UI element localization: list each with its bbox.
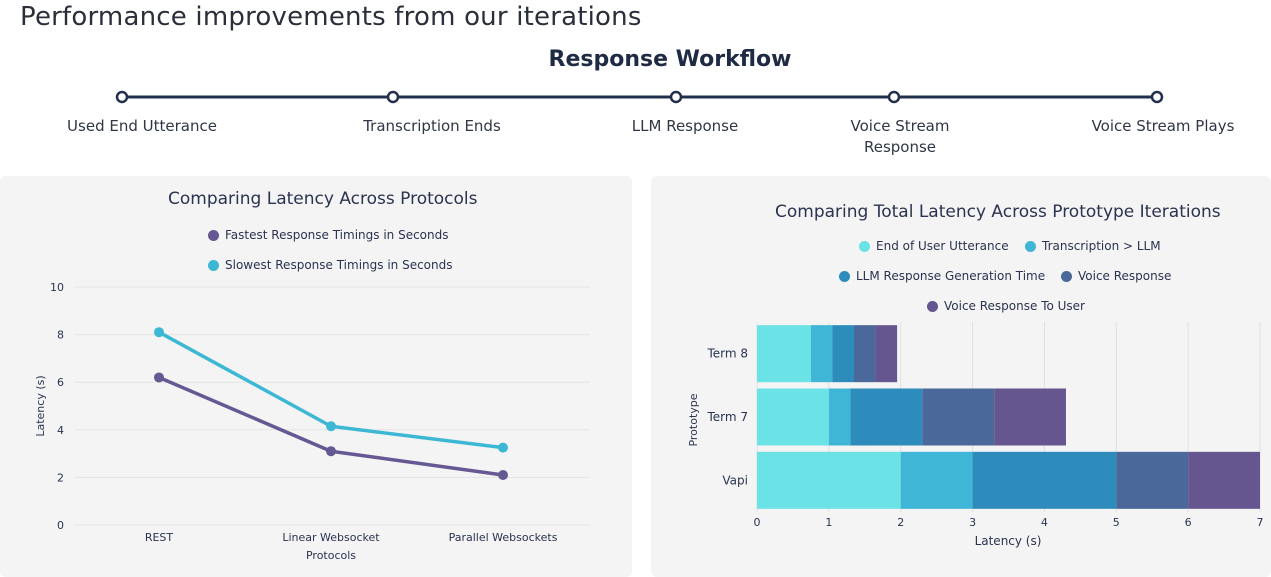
legend-label: Fastest Response Timings in Seconds [225,228,449,242]
workflow-step-transcription-ends: Transcription Ends [363,117,501,135]
bar-segment[interactable] [757,451,901,509]
x-tick-label: REST [145,531,174,544]
workflow-timeline [115,90,1164,104]
y-axis-label: Latency (s) [34,375,47,436]
data-point[interactable] [154,327,164,338]
workflow-step-llm-response: LLM Response [631,117,739,135]
legend-item-slowest[interactable]: Slowest Response Timings in Seconds [208,258,452,272]
y-tick-label: Term 7 [706,410,748,424]
legend-dot-icon [208,259,219,271]
workflow-step-used-end-utterance: Used End Utterance [67,117,217,135]
workflow-node-icon [1150,90,1164,104]
y-tick-label: Term 8 [706,347,748,361]
bar-segment[interactable] [994,388,1066,446]
data-point[interactable] [326,421,336,432]
data-point[interactable] [154,372,164,383]
legend-dot-icon [859,240,870,252]
legend-label: Transcription > LLM [1042,239,1161,253]
y-tick-label: Vapi [722,473,748,487]
bar-segment[interactable] [1116,451,1189,509]
y-tick-label: 0 [57,519,64,532]
legend-label: LLM Response Generation Time [856,269,1046,283]
legend-dot-icon [1025,240,1036,252]
legend-label: Voice Response [1078,269,1172,283]
bar-segment[interactable] [854,325,876,383]
bar-segment[interactable] [832,325,855,383]
x-tick-label: 1 [825,516,832,529]
bar-segment[interactable] [757,325,811,383]
legend-item-fastest[interactable]: Fastest Response Timings in Seconds [208,228,449,242]
bar-segment[interactable] [850,388,923,446]
latency-prototypes-panel: Comparing Total Latency Across Prototype… [651,176,1271,577]
bar-segment[interactable] [810,325,833,383]
legend-item-voice-response[interactable]: Voice Response [1061,269,1171,283]
x-tick-label: 2 [897,516,904,529]
legend-dot-icon [927,300,938,312]
page-title: Performance improvements from our iterat… [20,2,642,32]
y-tick-label: 10 [50,281,64,294]
x-tick-label: 3 [969,516,976,529]
x-tick-label: 4 [1041,516,1048,529]
y-tick-label: 8 [57,329,64,342]
line-chart: 0 2 4 6 8 10 REST Linear Websocket Parallel Webs… [34,281,590,562]
x-tick-label: 6 [1185,516,1192,529]
legend-item-transcription-llm[interactable]: Transcription > LLM [1025,239,1161,253]
workflow-title: Response Workflow [548,47,792,72]
workflow-step-voice-stream-response: Voice Stream Response [850,117,950,156]
workflow-step-voice-stream-plays: Voice Stream Plays [1091,117,1235,135]
y-axis-label: Prototype [687,393,700,446]
legend-dot-icon [1061,270,1072,282]
data-point[interactable] [326,446,336,457]
chart-title: Comparing Total Latency Across Prototype… [775,202,1221,222]
x-tick-label: 5 [1113,516,1120,529]
legend-item-llm-response-generation[interactable]: LLM Response Generation Time [839,269,1045,283]
workflow-node-icon [386,90,400,104]
y-tick-label: 6 [57,376,64,389]
legend-label: Voice Response To User [944,299,1085,313]
legend-dot-icon [208,229,219,241]
x-tick-label: 0 [754,516,761,529]
legend-label: End of User Utterance [876,239,1009,253]
bar-chart: 0 1 2 3 4 5 6 7 Latency (s) Prototype Term 8 Term 7… [687,322,1264,548]
data-point[interactable] [498,442,508,453]
data-point[interactable] [498,470,508,481]
legend-item-voice-response-to-user[interactable]: Voice Response To User [927,299,1085,313]
y-tick-label: 2 [57,471,64,484]
bar-segment[interactable] [1188,451,1260,509]
workflow-node-icon [887,90,901,104]
bar-segment[interactable] [900,451,973,509]
legend-dot-icon [839,270,850,282]
x-tick-label: Linear Websocket [282,531,380,544]
x-tick-label: Parallel Websockets [449,531,558,544]
y-tick-label: 4 [57,424,64,437]
x-tick-label: 7 [1257,516,1264,529]
legend-label: Slowest Response Timings in Seconds [225,258,453,272]
workflow-node-icon [115,90,129,104]
bar-segment[interactable] [828,388,851,446]
x-axis-label: Latency (s) [975,534,1042,548]
bar-segment[interactable] [972,451,1117,509]
workflow-node-icon [669,90,683,104]
bar-segment[interactable] [922,388,995,446]
latency-protocols-panel: Comparing Latency Across Protocols Faste… [0,176,632,577]
bar-segment[interactable] [875,325,898,383]
x-axis-label: Protocols [306,549,356,562]
bar-segment[interactable] [757,388,829,446]
chart-title: Comparing Latency Across Protocols [168,189,478,209]
legend-item-end-of-user-utterance[interactable]: End of User Utterance [859,239,1009,253]
